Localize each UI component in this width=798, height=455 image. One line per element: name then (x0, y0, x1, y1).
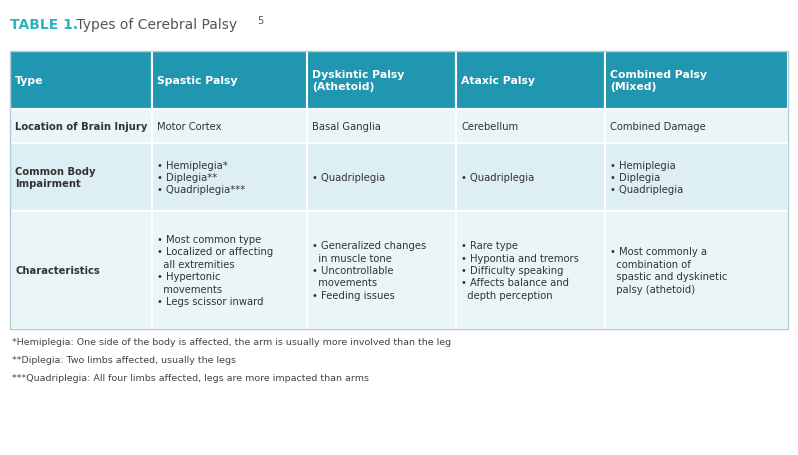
Bar (456, 212, 605, 329)
Bar (307, 52, 456, 110)
Text: ***Quadriplegia: All four limbs affected, legs are more impacted than arms: ***Quadriplegia: All four limbs affected… (13, 373, 369, 382)
Text: • Quadriplegia: • Quadriplegia (461, 172, 535, 182)
Text: Location of Brain Injury: Location of Brain Injury (15, 122, 148, 131)
Text: • Generalized changes
  in muscle tone
• Uncontrollable
  movements
• Feeding is: • Generalized changes in muscle tone • U… (312, 241, 426, 300)
Text: • Rare type
• Hypontia and tremors
• Difficulty speaking
• Affects balance and
 : • Rare type • Hypontia and tremors • Dif… (461, 241, 579, 300)
Text: • Quadriplegia: • Quadriplegia (312, 172, 385, 182)
Bar (10, 110, 152, 144)
Text: • Hemiplegia
• Diplegia
• Quadriplegia: • Hemiplegia • Diplegia • Quadriplegia (610, 160, 683, 195)
Bar (152, 52, 307, 110)
Bar (10, 212, 152, 329)
Text: TABLE 1.: TABLE 1. (10, 18, 78, 32)
Bar (605, 212, 788, 329)
Text: Dyskintic Palsy
(Athetoid): Dyskintic Palsy (Athetoid) (312, 70, 405, 92)
Text: **Diplegia: Two limbs affected, usually the legs: **Diplegia: Two limbs affected, usually … (13, 355, 236, 364)
Text: Types of Cerebral Palsy: Types of Cerebral Palsy (72, 18, 237, 32)
Text: Ataxic Palsy: Ataxic Palsy (461, 76, 535, 86)
Bar (10, 144, 152, 212)
Text: Common Body
Impairment: Common Body Impairment (15, 167, 96, 189)
Text: • Hemiplegia*
• Diplegia**
• Quadriplegia***: • Hemiplegia* • Diplegia** • Quadriplegi… (156, 160, 245, 195)
Bar (152, 144, 307, 212)
Text: Basal Ganglia: Basal Ganglia (312, 122, 381, 131)
Text: Spastic Palsy: Spastic Palsy (156, 76, 237, 86)
Bar (10, 52, 788, 329)
Bar (307, 144, 456, 212)
Bar (152, 110, 307, 144)
Text: Combined Damage: Combined Damage (610, 122, 705, 131)
Bar (456, 110, 605, 144)
Bar (307, 110, 456, 144)
Bar (152, 212, 307, 329)
Text: Combined Palsy
(Mixed): Combined Palsy (Mixed) (610, 70, 707, 92)
Text: 5: 5 (257, 16, 263, 26)
Text: • Most common type
• Localized or affecting
  all extremities
• Hypertonic
  mov: • Most common type • Localized or affect… (156, 234, 273, 306)
Bar (605, 144, 788, 212)
Bar (456, 52, 605, 110)
Bar (10, 52, 152, 110)
Bar (605, 110, 788, 144)
Text: Characteristics: Characteristics (15, 265, 100, 275)
Bar (456, 144, 605, 212)
Text: • Most commonly a
  combination of
  spastic and dyskinetic
  palsy (athetoid): • Most commonly a combination of spastic… (610, 247, 727, 294)
Text: *Hemiplegia: One side of the body is affected, the arm is usually more involved : *Hemiplegia: One side of the body is aff… (13, 337, 452, 346)
Text: Motor Cortex: Motor Cortex (156, 122, 221, 131)
Text: Cerebellum: Cerebellum (461, 122, 519, 131)
Bar (605, 52, 788, 110)
Text: Type: Type (15, 76, 44, 86)
Bar (307, 212, 456, 329)
